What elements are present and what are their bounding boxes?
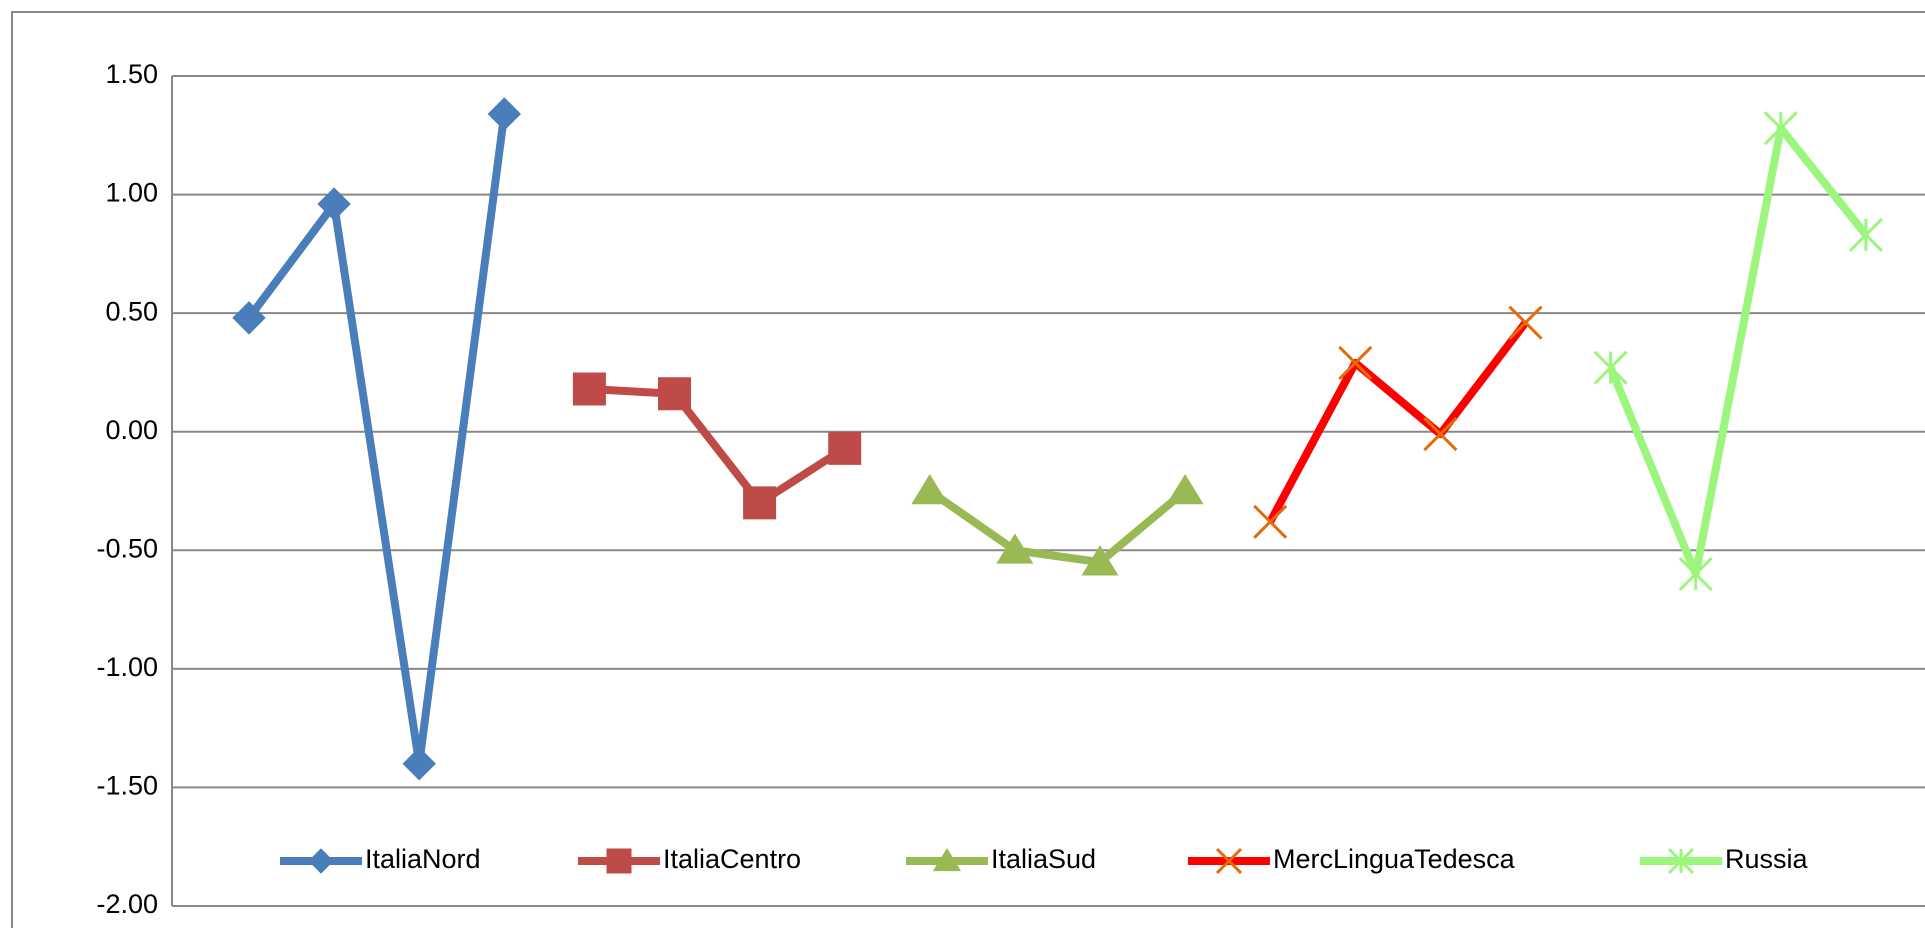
series-line: [1606, 124, 1870, 578]
marker: [1081, 545, 1119, 576]
marker: [743, 486, 777, 520]
marker: [1508, 305, 1543, 340]
marker: [658, 377, 691, 411]
marker: [1848, 217, 1883, 252]
marker: [932, 848, 962, 872]
legend-label: Russia: [1725, 844, 1809, 874]
marker: [1338, 345, 1373, 381]
y-tick-label: -1.50: [96, 771, 158, 801]
marker: [911, 474, 949, 505]
marker: [232, 301, 266, 335]
marker: [828, 431, 862, 465]
marker: [487, 97, 522, 131]
marker: [402, 747, 436, 781]
marker: [1423, 417, 1458, 452]
series-line: [927, 487, 1188, 567]
y-tick-label: 1.00: [105, 178, 158, 208]
marker: [317, 187, 351, 221]
y-tick-label: -2.00: [96, 889, 158, 919]
y-tick-label: 0.50: [105, 296, 158, 326]
marker: [1253, 504, 1288, 539]
marker: [606, 848, 632, 874]
marker: [1166, 474, 1204, 505]
y-tick-label: -1.00: [96, 652, 158, 682]
marker: [1215, 847, 1243, 875]
marker: [1678, 556, 1713, 592]
legend-label: MercLinguaTedesca: [1273, 844, 1516, 874]
series-line: [589, 385, 847, 507]
series-line: [1266, 320, 1529, 524]
marker: [996, 533, 1034, 564]
marker: [572, 372, 606, 406]
legend-label: ItaliaSud: [991, 844, 1096, 874]
legend-label: ItaliaCentro: [663, 844, 801, 874]
series-line: [245, 113, 509, 768]
legend-label: ItaliaNord: [365, 844, 481, 874]
marker: [1593, 350, 1628, 385]
y-tick-label: -0.50: [96, 533, 158, 563]
chart-border: [11, 11, 1925, 933]
marker: [1763, 111, 1798, 146]
marker: [1667, 847, 1695, 875]
y-tick-label: 1.50: [105, 59, 158, 89]
y-tick-label: 0.00: [105, 415, 158, 445]
marker: [308, 848, 334, 874]
